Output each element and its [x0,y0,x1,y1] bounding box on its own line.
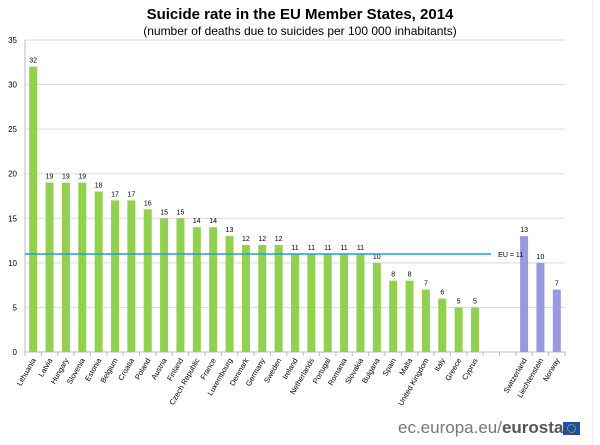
bar [536,262,545,352]
bar [389,280,398,352]
bar [160,218,169,352]
y-tick-label: 20 [8,170,17,179]
data-label: 11 [291,245,298,252]
bar [258,245,267,352]
y-tick-label: 25 [8,125,17,134]
y-tick-label: 15 [8,214,17,223]
footer-site: ec.europa.eu/ [398,418,502,437]
bar [421,289,430,352]
reference-line-label: EU = 11 [498,252,523,259]
y-tick-label: 30 [8,81,17,90]
data-label: 17 [111,191,119,198]
bar [340,253,349,352]
bar [438,298,447,352]
data-label: 5 [473,298,477,305]
bar [405,280,414,352]
bar [127,200,136,352]
y-tick-label: 5 [13,303,18,312]
data-label: 8 [391,272,395,279]
bar [454,307,463,352]
bar [307,253,316,352]
bar [143,209,152,352]
footer-brand: eurostat [501,418,570,437]
data-label: 11 [308,245,315,252]
data-label: 7 [424,281,428,288]
data-label: 11 [340,245,347,252]
bar [372,262,381,352]
eu-flag-icon [563,422,580,435]
bar [552,289,561,352]
bar [94,191,103,352]
data-label: 19 [62,174,70,181]
x-tick-label: Cyprus [460,356,480,381]
x-tick-label: Norway [541,356,562,383]
bar [192,227,201,352]
data-label: 15 [160,209,168,216]
data-label: 10 [373,254,381,261]
data-label: 15 [177,209,185,216]
data-label: 14 [209,218,217,225]
data-label: 5 [457,298,461,305]
y-tick-label: 10 [8,259,17,268]
chart-subtitle: (number of deaths due to suicides per 10… [143,24,457,38]
data-label: 18 [95,183,103,190]
x-tick-label: Greece [443,357,463,383]
x-tick-label: Italy [432,356,447,373]
data-label: 11 [324,245,331,252]
bar [78,182,87,352]
bar [291,253,299,352]
bar [241,245,250,352]
x-tick-label: Spain [381,357,398,378]
data-label: 10 [537,254,545,261]
x-tick-label: Lithuania [15,356,38,388]
data-label: 19 [78,174,86,181]
bar [356,253,365,352]
data-label: 12 [275,236,283,243]
data-label: 13 [520,227,528,234]
bar [520,236,529,352]
border [592,0,593,445]
data-label: 8 [408,272,412,279]
data-label: 6 [440,290,444,297]
data-label: 12 [242,236,250,243]
bar [45,182,54,352]
data-label: 32 [29,58,37,65]
bar [29,66,38,352]
data-label: 14 [193,218,201,225]
data-label: 19 [46,174,54,181]
bar [323,253,332,352]
bar [274,245,283,352]
data-label: 16 [144,200,152,207]
data-label: 12 [258,236,266,243]
data-label: 17 [127,191,135,198]
y-tick-label: 35 [8,36,17,45]
bar [225,236,234,352]
bar [209,227,218,352]
bar [111,200,119,352]
chart-title: Suicide rate in the EU Member States, 20… [146,6,454,23]
data-label: 7 [555,281,559,288]
y-tick-label: 0 [13,348,18,357]
bar [176,218,185,352]
bar [471,307,479,352]
bar [61,182,70,352]
data-label: 13 [226,227,234,234]
data-label: 11 [357,245,364,252]
eurostat-logo: ec.europa.eu/eurostat [398,418,569,438]
